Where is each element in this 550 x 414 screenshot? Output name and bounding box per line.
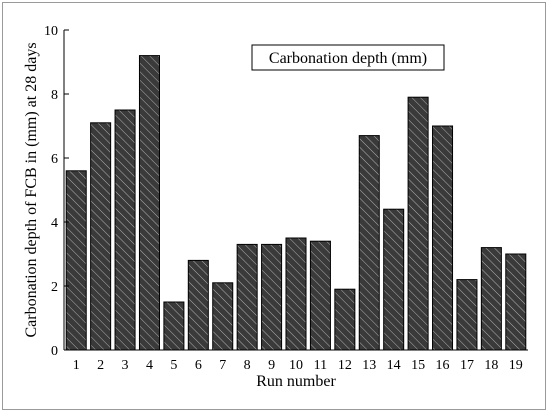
bar [456,279,478,351]
bar [383,208,405,351]
bar [480,247,502,351]
y-tick-label: 4 [51,216,58,231]
y-tick-label: 10 [44,24,58,39]
bar [505,253,527,351]
y-axis-ticks: 0 2 4 6 8 10 [44,24,69,359]
legend-entry: Carbonation depth (mm) [269,50,427,67]
axes [63,30,528,351]
bar [114,109,136,351]
x-tick-label: 5 [170,358,177,373]
x-tick-label: 16 [436,358,450,373]
x-axis-ticks: 1 2 3 4 5 6 7 8 9 10 11 12 13 14 15 16 17 18 19 [73,358,523,373]
y-tick-label: 8 [51,88,58,103]
y-tick-label: 2 [51,280,58,295]
x-tick-label: 7 [219,358,226,373]
bar [285,237,307,351]
x-tick-label: 3 [122,358,129,373]
x-tick-label: 9 [268,358,275,373]
x-tick-label: 1 [73,358,80,373]
bar [407,96,429,351]
bar [138,55,160,351]
bar [163,301,185,351]
bar [187,259,209,351]
x-tick-label: 8 [244,358,251,373]
bar [65,170,87,351]
y-axis-label: Carbonation depth of FCB in (mm) at 28 d… [23,42,40,337]
bar-group [65,55,527,351]
y-tick-label: 0 [51,344,58,359]
x-tick-label: 6 [195,358,202,373]
x-tick-label: 15 [411,358,425,373]
legend: Carbonation depth (mm) [251,44,445,71]
x-tick-label: 11 [314,358,327,373]
x-tick-label: 14 [387,358,401,373]
x-tick-label: 2 [97,358,104,373]
x-tick-label: 17 [460,358,474,373]
bar [334,288,356,351]
x-axis-label: Run number [256,373,336,390]
bar [236,243,258,351]
bar [432,125,454,351]
x-tick-label: 18 [484,358,498,373]
y-tick-label: 6 [51,152,58,167]
bar [309,240,331,351]
x-tick-label: 12 [338,358,352,373]
x-tick-label: 4 [146,358,153,373]
bar [90,122,112,351]
bar [212,282,234,351]
x-tick-label: 19 [509,358,523,373]
legend-box [251,44,445,71]
x-tick-label: 13 [362,358,376,373]
x-tick-label: 10 [289,358,303,373]
bar [358,135,380,351]
bar [261,243,283,351]
